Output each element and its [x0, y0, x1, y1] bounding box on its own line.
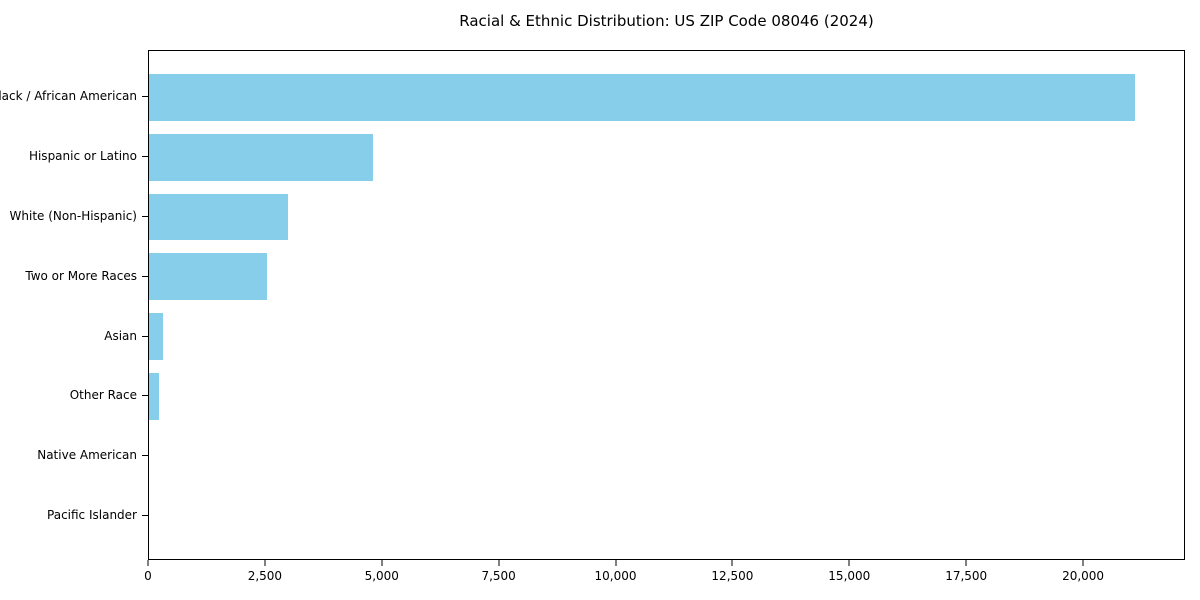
x-tick-label: 17,500	[945, 569, 988, 583]
x-tick	[381, 560, 383, 566]
y-tick-label: Pacific Islander	[47, 508, 137, 522]
bar-two-or-more-races	[149, 253, 267, 301]
y-tick-label: Hispanic or Latino	[28, 149, 137, 164]
bar-hispanic-or-latino	[149, 133, 374, 181]
x-axis: 0 2,500 5,000 7,500 10,000 12,500 15,000 17,500…	[144, 560, 1185, 600]
y-tick-label: Other Race	[69, 388, 137, 403]
bar-asian	[149, 313, 163, 360]
x-tick	[147, 560, 149, 566]
y-tick	[142, 515, 148, 516]
x-tick-label: 20,000	[1062, 569, 1105, 583]
x-tick-label: 7,500	[481, 569, 516, 583]
y-tick-label: Native American	[37, 448, 137, 463]
y-tick	[142, 455, 148, 457]
bar-white-non-hispanic	[149, 193, 289, 241]
chart-title: Racial & Ethnic Distribution: US ZIP Cod…	[459, 12, 874, 30]
x-tick	[615, 560, 617, 566]
x-tick	[498, 560, 500, 566]
x-tick	[264, 560, 266, 566]
y-tick-label: White (Non-Hispanic)	[9, 209, 137, 223]
x-tick-label: 12,500	[711, 569, 754, 583]
bar-other-race	[149, 373, 160, 420]
y-tick	[142, 216, 148, 217]
x-tick-label: 0	[144, 569, 152, 583]
y-tick	[142, 156, 148, 158]
bar-black-african-american	[149, 74, 1135, 121]
y-tick	[142, 335, 148, 337]
x-tick-label: 10,000	[594, 569, 637, 583]
x-tick	[1082, 560, 1084, 566]
y-tick	[142, 395, 148, 397]
y-tick	[142, 96, 148, 98]
x-tick-label: 5,000	[364, 569, 399, 583]
plot-area	[148, 50, 1185, 560]
x-tick	[965, 560, 967, 566]
y-axis: Black / African American Hispanic or Lati…	[0, 50, 148, 560]
y-tick	[142, 275, 148, 277]
y-tick-label: Asian	[104, 328, 137, 343]
x-tick	[731, 560, 733, 566]
x-tick	[848, 560, 850, 566]
x-tick-label: 15,000	[828, 569, 871, 583]
y-tick-label: Two or More Races	[25, 268, 137, 283]
y-tick-label: Black / African American	[0, 89, 137, 104]
x-tick-label: 2,500	[247, 569, 283, 583]
